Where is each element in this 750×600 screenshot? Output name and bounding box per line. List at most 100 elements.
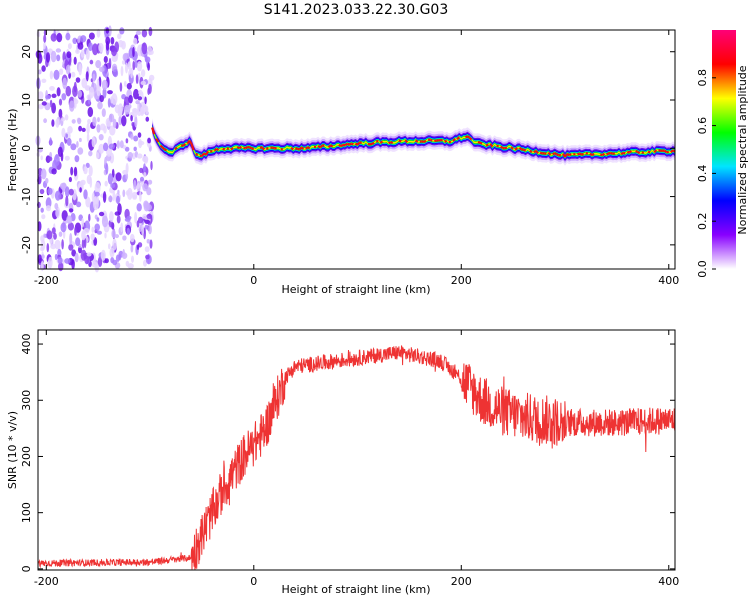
snr-x-ticks: -200 0 200 400: [34, 330, 679, 588]
noise-blob: [103, 142, 109, 152]
ridge-peak: [556, 153, 560, 157]
ridge-peak: [599, 153, 603, 157]
noise-blob: [140, 106, 145, 115]
ridge-peak: [591, 152, 595, 157]
colorbar-tick-label: 0.4: [696, 165, 709, 183]
noise-blob: [123, 96, 130, 107]
y-tick-label: 10: [20, 93, 33, 107]
noise-blob: [77, 147, 84, 155]
noise-blob: [41, 254, 45, 259]
noise-blob: [108, 113, 115, 123]
ridge-peak: [466, 135, 471, 139]
noise-blob: [81, 230, 86, 241]
ridge-peak: [344, 142, 348, 147]
noise-blob: [121, 40, 126, 50]
ridge-peak: [647, 150, 651, 154]
noise-blob: [64, 258, 71, 264]
noise-blob: [43, 233, 46, 238]
ridge-peak: [421, 140, 425, 143]
noise-blob: [55, 118, 60, 128]
noise-blob: [145, 105, 149, 115]
noise-blob: [147, 179, 153, 185]
noise-blob: [37, 147, 43, 153]
noise-blob: [68, 208, 74, 213]
noise-blob: [108, 243, 111, 250]
noise-blob: [144, 219, 151, 224]
spectrogram-x-ticks: -200 0 200 400: [34, 30, 679, 287]
noise-blob: [90, 233, 95, 241]
noise-blob: [136, 220, 140, 228]
noise-blob: [81, 238, 85, 249]
noise-blob: [141, 29, 148, 38]
ridge-peak: [300, 146, 305, 150]
ridge-peak: [489, 143, 494, 148]
noise-blob: [37, 91, 44, 100]
ridge-peak: [297, 147, 300, 151]
noise-blob: [104, 232, 107, 239]
ridge-peak: [213, 147, 218, 152]
noise-blob: [88, 32, 95, 40]
noise-blob: [46, 230, 53, 240]
noise-blob: [71, 259, 75, 270]
noise-blob: [61, 239, 64, 250]
noise-blob: [138, 89, 143, 96]
ridge-peak: [444, 139, 448, 143]
ridge-peak: [610, 151, 614, 155]
noise-blob: [37, 174, 42, 185]
noise-blob: [41, 214, 46, 220]
noise-blob: [111, 229, 116, 239]
noise-blob: [90, 78, 94, 83]
y-tick-label: 20: [20, 45, 33, 59]
ridge-peak: [329, 144, 334, 148]
ridge-peak: [298, 146, 303, 151]
noise-blob: [119, 82, 123, 92]
noise-blob: [114, 234, 120, 239]
noise-blob: [43, 42, 46, 50]
ridge-peak: [317, 144, 321, 149]
noise-blob: [138, 140, 145, 146]
noise-blob: [121, 60, 126, 65]
noise-blob: [142, 183, 149, 192]
noise-blob: [132, 46, 135, 58]
noise-blob: [130, 244, 134, 253]
noise-blob: [91, 261, 98, 268]
noise-blob: [54, 154, 60, 167]
noise-blob: [149, 74, 155, 81]
noise-blob: [138, 216, 144, 224]
noise-blob: [96, 28, 101, 38]
noise-blob: [71, 249, 77, 257]
ridge-peak: [564, 153, 568, 158]
spectrogram-y-ticks: -20 -10 0 10 20: [20, 45, 675, 254]
noise-blob: [134, 211, 138, 224]
noise-blob: [97, 117, 100, 123]
spectrogram-heatmap: [35, 25, 676, 273]
noise-blob: [132, 60, 136, 71]
ridge-peak: [180, 144, 184, 147]
spectrogram-y-label: Frequency (Hz): [6, 109, 19, 192]
noise-blob: [124, 146, 130, 152]
noise-blob: [108, 25, 112, 37]
noise-blob: [147, 87, 150, 96]
snr-y-label: SNR (10 * v/v): [6, 411, 19, 489]
ridge-peak: [423, 139, 427, 143]
noise-blob: [58, 231, 63, 237]
noise-blob: [145, 254, 150, 260]
noise-blob: [105, 36, 111, 45]
noise-blob: [71, 119, 76, 124]
ridge-peak: [371, 141, 375, 145]
noise-blob: [92, 73, 96, 82]
noise-blob: [75, 77, 81, 83]
noise-blob: [71, 71, 76, 78]
spectrogram-x-label: Height of straight line (km): [281, 283, 430, 296]
y-tick-label: -20: [20, 236, 33, 254]
noise-blob: [88, 150, 93, 157]
ridge-peak: [637, 150, 641, 155]
y-tick-label: 0: [20, 565, 33, 572]
noise-blob: [66, 51, 72, 59]
noise-blob: [109, 211, 114, 223]
colorbar-tick-label: 0.2: [696, 212, 709, 230]
noise-blob: [141, 224, 145, 237]
noise-blob: [73, 97, 77, 103]
noise-blob: [65, 195, 69, 207]
ridge-peak: [398, 139, 402, 143]
